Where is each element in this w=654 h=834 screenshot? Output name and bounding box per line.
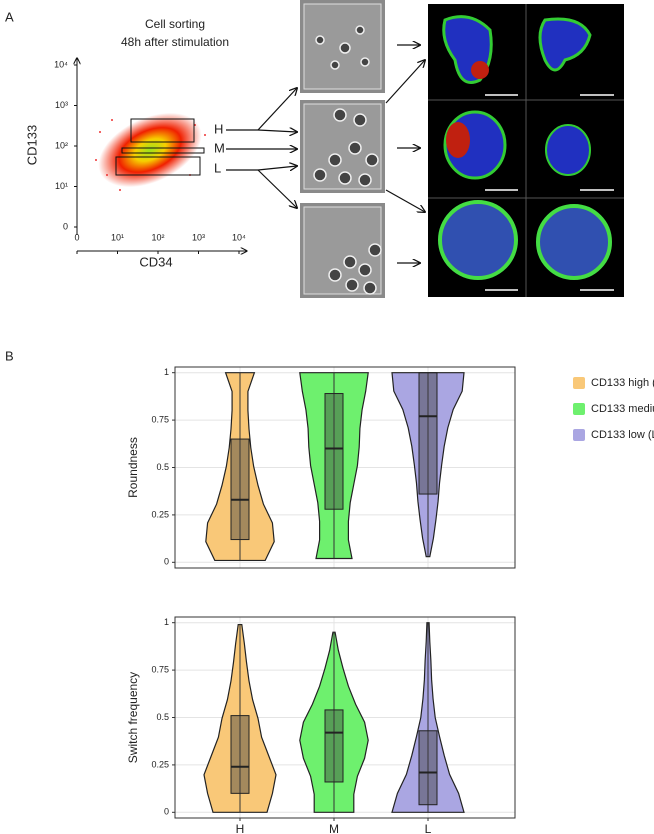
x-axis-label: CD34 xyxy=(139,254,172,269)
legend-label: CD133 medium (M) xyxy=(591,403,654,415)
gates xyxy=(115,118,205,176)
legend-label: CD133 low (L) xyxy=(591,429,654,441)
y-tick-label: 0.25 xyxy=(151,509,169,519)
y-tick-label: 0 xyxy=(63,221,68,231)
y-tick-label: 1 xyxy=(164,367,169,377)
title: Cell sorting xyxy=(145,17,205,31)
gate-label: H xyxy=(214,121,223,136)
x-tick-label: L xyxy=(425,822,432,834)
legend-label: CD133 high (H) xyxy=(591,377,654,389)
y-axis-label: Roundness xyxy=(126,437,140,498)
x-tick-label: M xyxy=(329,822,339,834)
arrows xyxy=(226,45,425,263)
y-tick-label: 0.75 xyxy=(151,664,169,674)
plot-border xyxy=(174,366,516,569)
title: 48h after stimulation xyxy=(121,35,229,49)
x-tick-label: 0 xyxy=(74,232,79,242)
x-tick-label: 10⁴ xyxy=(232,232,246,242)
box xyxy=(230,715,250,794)
fluorescence-images xyxy=(428,4,624,297)
x-tick-label: 10² xyxy=(151,232,164,242)
brightfield-images xyxy=(300,0,385,298)
x-tick-label: 10³ xyxy=(192,232,205,242)
legend-swatch xyxy=(573,377,585,389)
box xyxy=(230,438,250,541)
y-tick-label: 0 xyxy=(164,807,169,817)
y-axis-label: CD133 xyxy=(24,125,39,165)
legend-swatch xyxy=(573,429,585,441)
y-tick-label: 10² xyxy=(55,140,68,150)
y-tick-label: 10¹ xyxy=(55,181,68,191)
y-tick-label: 10⁴ xyxy=(54,59,68,69)
y-tick-label: 1 xyxy=(164,617,169,627)
panel-label: A xyxy=(5,9,14,24)
y-tick-label: 10³ xyxy=(55,100,68,110)
box xyxy=(418,372,438,495)
gate-label: M xyxy=(214,140,225,155)
x-tick-label: H xyxy=(236,822,245,834)
x-tick-label: 10¹ xyxy=(111,232,124,242)
box xyxy=(324,393,344,510)
panel-label: B xyxy=(5,348,14,363)
box xyxy=(418,730,438,806)
y-tick-label: 0.75 xyxy=(151,414,169,424)
y-axis-label: Switch frequency xyxy=(126,672,140,763)
flow-cloud xyxy=(98,112,202,188)
plot-border xyxy=(174,616,516,819)
gate-label: L xyxy=(214,160,221,175)
y-tick-label: 0 xyxy=(164,557,169,567)
y-tick-label: 0.25 xyxy=(151,759,169,769)
y-tick-label: 0.5 xyxy=(156,462,169,472)
y-tick-label: 0.5 xyxy=(156,712,169,722)
box xyxy=(324,709,344,783)
legend-swatch xyxy=(573,403,585,415)
